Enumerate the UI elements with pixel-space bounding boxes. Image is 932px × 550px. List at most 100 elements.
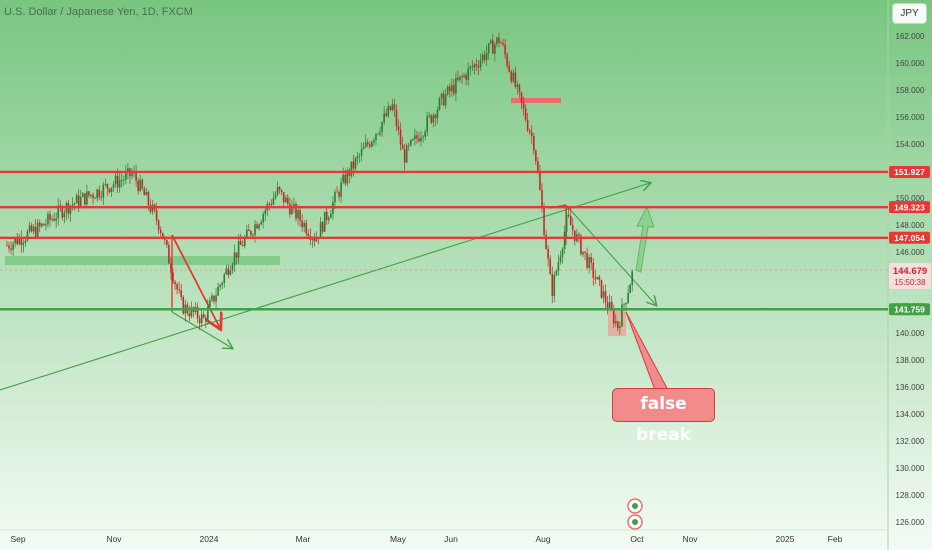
candle-body [596,276,599,280]
candle-body [358,155,361,157]
currency-button[interactable]: JPY [892,3,927,24]
candle-body [90,194,92,196]
candle-body [55,218,57,221]
candle-body [274,194,277,199]
candle-body [502,42,504,45]
candle-body [541,189,543,208]
candle-body [219,284,221,287]
candle-body [211,295,213,301]
candle-body [141,179,144,189]
time-axis: Sep Nov 2024 Mar May Jun Aug Oct Nov 2025 Feb [10,534,842,544]
candle-body [172,272,174,282]
candle-body [88,191,90,196]
candle-body [241,244,244,247]
price-level-tag [889,165,930,178]
candle-body [440,93,443,99]
candle-body [393,104,396,110]
time-tick-label: Nov [106,534,122,544]
candle-body [168,244,170,264]
candle-body [149,205,152,212]
candle-body [207,306,209,321]
price-tick-label: 132.000 [896,437,925,446]
candle-body [471,66,474,68]
candle-body [342,174,344,183]
candle-body [291,205,293,215]
candle-body [494,44,496,54]
candle-body [225,268,228,275]
candle-body [606,302,609,309]
candle-body [96,189,98,199]
candle-body [125,172,127,180]
price-level-label: 147.054 [894,233,925,243]
candle-body [602,291,605,298]
candle-body [582,251,584,255]
candle-body [553,274,556,297]
time-tick-label: May [390,534,407,544]
candle-body [53,218,55,221]
candle-body [416,135,418,139]
candle-body [508,65,511,72]
candle-body [256,224,258,229]
candle-body [45,224,47,226]
candle-body [301,220,303,228]
candle-body [500,42,502,44]
candle-body [12,243,14,250]
candle-body [221,282,224,285]
candle-body [223,274,226,283]
candle-body [565,214,568,232]
candle-body [608,302,611,309]
event-icon-dot [632,519,638,525]
candle-body [426,116,429,132]
candle-body [592,262,595,278]
price-tick-label: 160.000 [896,59,925,68]
candle-body [518,84,521,93]
candle-body [215,295,217,302]
candle-body [16,238,19,245]
red-decline-arrow [171,234,220,328]
candle-body [360,149,363,156]
candle-body [106,183,109,189]
candle-body [34,226,37,237]
price-level-tag [889,201,930,214]
candle-body [547,248,549,259]
candle-body [526,119,529,131]
candle-body [217,286,219,296]
price-tick-label: 150.000 [896,194,925,203]
candle-body [145,192,148,196]
candle-body [598,276,601,280]
candle-body [496,37,498,45]
price-level-label: 149.323 [894,202,925,212]
candle-body [543,207,545,236]
candle-body [213,295,215,302]
candle-body [574,230,576,242]
candle-body [137,180,139,192]
candle-body [561,249,564,257]
candle-body [371,141,373,147]
candle-body [369,144,371,147]
candle-body [438,98,441,110]
candle-body [84,193,86,205]
candle-body [262,214,265,223]
candle-body [108,188,111,193]
candle-body [32,226,35,232]
candle-body [594,277,597,280]
candle-body [420,137,422,142]
price-tick-label: 128.000 [896,491,925,500]
aug-trend-arrow [565,204,656,305]
candlesticks [6,32,634,335]
candle-body [479,60,482,68]
candle-body [625,302,627,305]
event-icon-dot [632,503,638,509]
time-tick-label: Sep [10,534,25,544]
candle-body [504,44,506,55]
resistance-zone-box [511,98,561,103]
price-tick-label: 148.000 [896,221,925,230]
time-tick-label: Aug [535,534,550,544]
candle-body [231,264,234,271]
candle-body [453,84,455,94]
candle-body [30,225,33,232]
candle-body [43,223,45,226]
candle-body [533,135,535,151]
candle-body [20,237,23,245]
